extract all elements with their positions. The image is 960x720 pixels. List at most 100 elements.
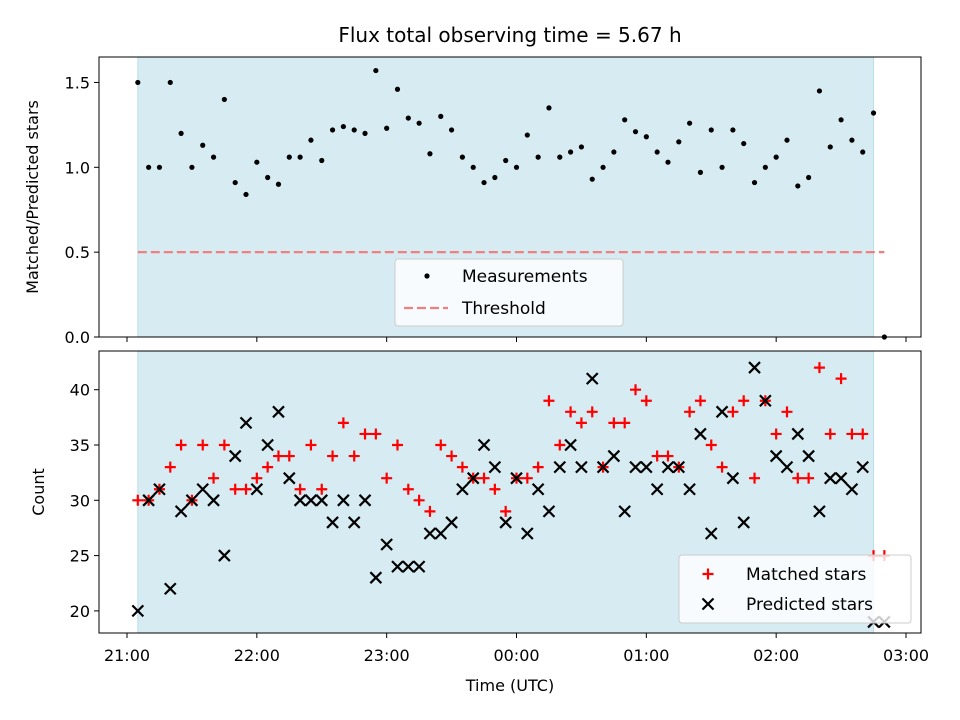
matched-star-point (229, 483, 241, 495)
predicted-star-point (629, 460, 642, 474)
measurements-legend-label: Measurements (462, 267, 588, 287)
measurement-point (697, 169, 704, 175)
predicted-star-point (650, 482, 664, 496)
measurement-point (643, 134, 649, 140)
measurement-point (373, 67, 379, 74)
predicted-star-point (791, 427, 805, 441)
predicted-star-point (326, 516, 339, 529)
predicted-star-point (142, 494, 155, 507)
x-tick-label: 22:00 (234, 646, 280, 665)
matched-star-point (500, 505, 512, 517)
predicted-star-point (293, 494, 307, 507)
bottom-y-tick-label: 30 (70, 491, 90, 510)
predicted-star-point (618, 505, 631, 518)
matched-star-point (132, 494, 144, 506)
predicted-star-point (239, 416, 253, 430)
matched-star-point (316, 483, 328, 495)
x-tick-label: 00:00 (493, 646, 539, 665)
bottom-x-ticks: 21:00 22:00 23:00 00:00 01:00 02:00 03:00 (104, 633, 929, 665)
predicted-star-point (185, 494, 199, 507)
x-axis-label: Time (UTC) (465, 676, 554, 695)
measurement-point (254, 159, 260, 165)
predicted-star-point (748, 361, 761, 374)
measurement-point (340, 123, 346, 130)
predicted-star-point (488, 460, 502, 474)
matched-star-point (705, 439, 717, 451)
predicted-star-point (737, 516, 750, 529)
predicted-star-point (456, 482, 469, 496)
bottom-y-tick-label: 20 (70, 602, 90, 621)
predicted-star-point (802, 449, 815, 463)
predicted-legend-marker (701, 597, 715, 611)
predicted-star-point (510, 471, 523, 485)
measurement-point (135, 79, 141, 86)
predicted-star-point (521, 527, 534, 540)
predicted-star-point (218, 549, 231, 562)
top-x-ticks (126, 337, 907, 342)
measurement-point (795, 183, 801, 189)
matched-star-point (478, 472, 490, 484)
matched-legend-marker (702, 568, 714, 580)
predicted-legend-label: Predicted stars (746, 595, 873, 615)
predicted-star-point (856, 460, 869, 474)
matched-star-point (164, 461, 176, 473)
predicted-star-point (304, 494, 318, 507)
measurement-point (492, 174, 498, 181)
matched-star-point (391, 439, 403, 451)
predicted-star-point (228, 449, 242, 463)
predicted-star-point (564, 438, 577, 452)
measurement-point (146, 164, 152, 170)
measurement-point (784, 137, 790, 143)
predicted-star-point (434, 527, 448, 540)
measurement-point (676, 139, 682, 145)
measurement-point (319, 157, 325, 164)
x-tick-label: 23:00 (364, 646, 410, 665)
predicted-star-point (315, 494, 329, 507)
top-axes-frame (98, 56, 922, 338)
predicted-star-point (661, 460, 675, 474)
measurement-point (762, 164, 768, 170)
matched-star-point (586, 406, 598, 418)
predicted-star-point (380, 538, 393, 551)
matched-star-point (684, 406, 696, 418)
measurement-point (200, 142, 206, 148)
predicted-star-point (477, 438, 491, 452)
measurement-points (135, 67, 887, 340)
measurement-point (394, 86, 401, 92)
measurement-point (297, 154, 303, 160)
predicted-star-point (337, 494, 350, 507)
predicted-star-point (466, 471, 480, 485)
predicted-star-point (174, 505, 188, 518)
measurement-point (384, 125, 390, 131)
bottom-y-tick-label: 40 (70, 381, 90, 400)
matched-star-point (803, 472, 815, 484)
measurement-point (470, 164, 476, 170)
predicted-star-point (358, 494, 372, 507)
bottom-y-ticks: 20 25 30 35 40 (70, 381, 99, 621)
top-legend: Measurements Threshold (394, 258, 624, 327)
predicted-star-point (683, 482, 696, 496)
measurement-point (665, 159, 671, 165)
measurement-point (816, 88, 823, 94)
predicted-star-point (153, 482, 166, 496)
matched-star-points (132, 362, 890, 562)
matched-star-point (359, 428, 371, 440)
x-tick-label: 03:00 (883, 646, 929, 665)
matched-star-point (749, 472, 761, 484)
matched-star-point (781, 406, 793, 418)
predicted-star-point (542, 505, 556, 518)
matched-star-point (327, 450, 339, 462)
predicted-star-point (272, 405, 285, 419)
x-tick-label: 01:00 (623, 646, 669, 665)
measurement-point (806, 174, 812, 181)
measurement-point (611, 149, 617, 155)
measurement-point (308, 137, 314, 143)
measurement-point (600, 164, 606, 170)
measurement-point (416, 120, 422, 126)
matched-star-point (348, 450, 360, 462)
measurement-point (362, 130, 368, 136)
measurement-point (654, 149, 660, 155)
bottom-axes-frame (98, 350, 922, 634)
top-y-ticks: 0.0 0.5 1.0 1.5 (65, 73, 99, 347)
predicted-star-point (445, 516, 458, 529)
